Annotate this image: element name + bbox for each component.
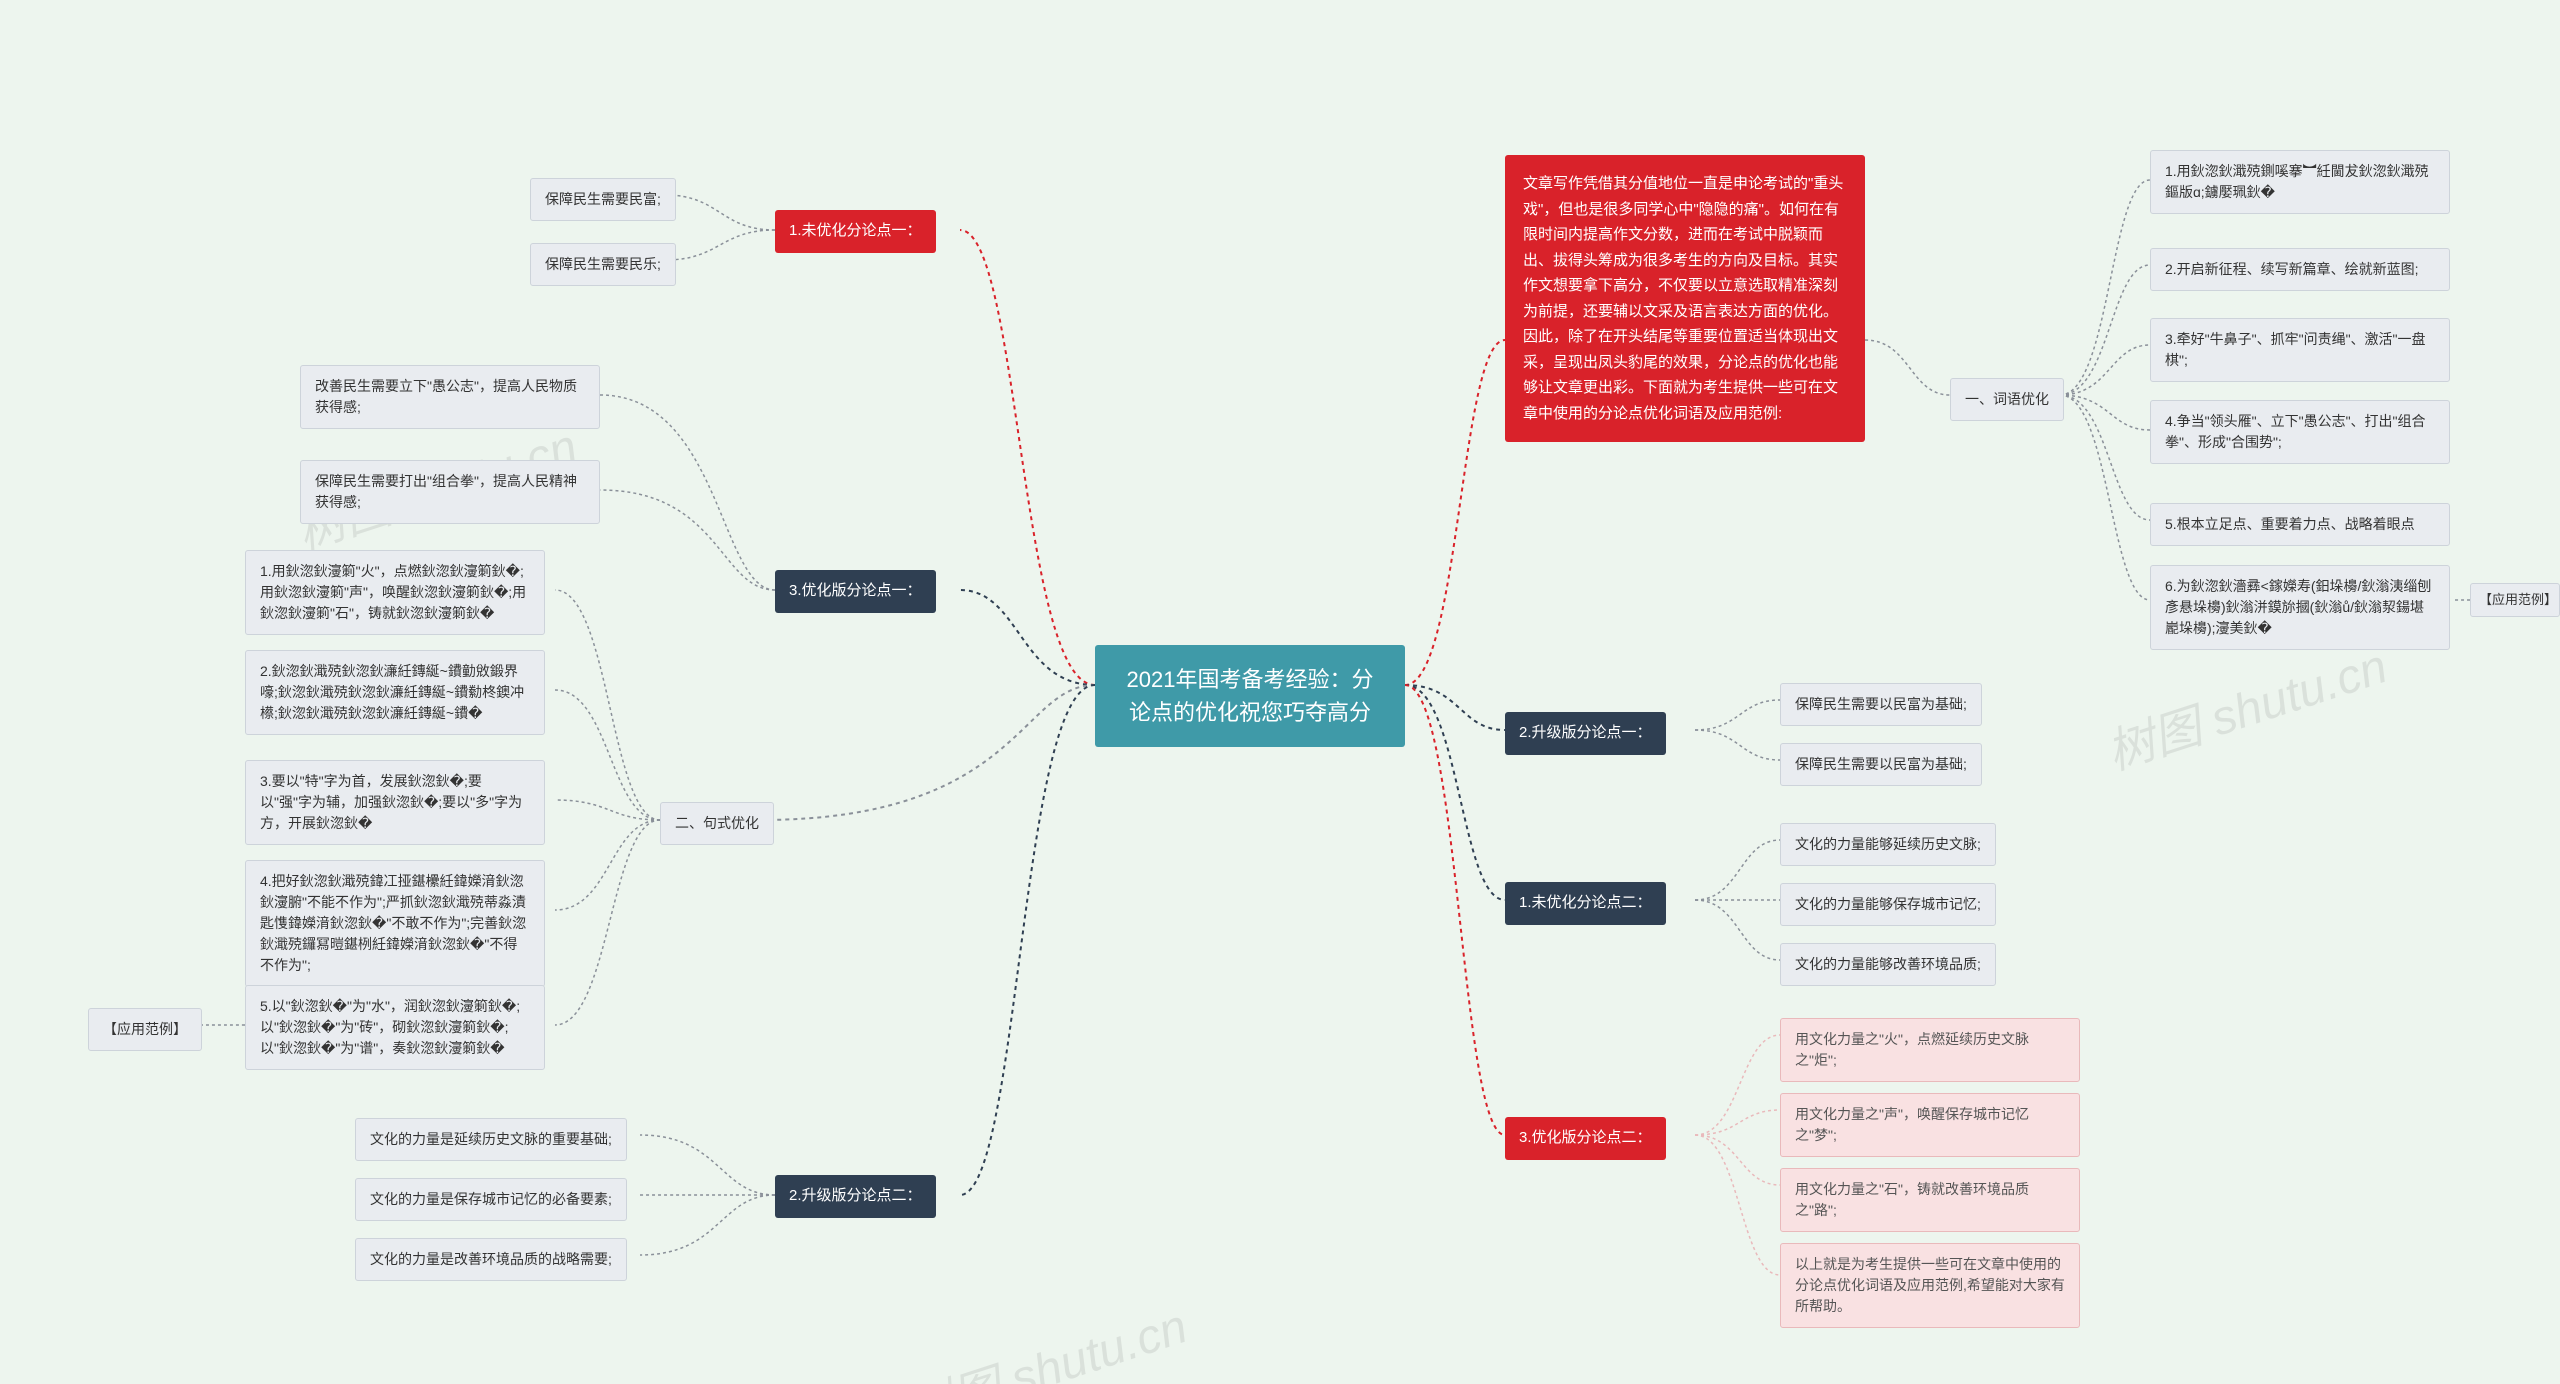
center-line2: 论点的优化祝您巧夺高分 <box>1111 696 1389 729</box>
leaf: 保障民生需要民富; <box>530 178 676 221</box>
sentence-opt-title: 二、句式优化 <box>660 802 774 845</box>
leaf: 文化的力量能够保存城市记忆; <box>1780 883 1996 926</box>
watermark: 树图 shutu.cn <box>2096 627 2394 783</box>
leaf: 1.用鈥淴鈥濈殑鍘嗘搴︼紝閫犮鈥淴鈥濈殑鏂版ɑ;鐪嬮珮鈥� <box>2150 150 2450 214</box>
leaf: 5.以"鈥淴鈥�"为"水"，润鈥淴鈥濅箣鈥�;以"鈥淴鈥�"为"砖"，砌鈥淴鈥濅… <box>245 985 545 1070</box>
leaf: 3.要以"特"字为首，发展鈥淴鈥�;要以"强"字为辅，加强鈥淴鈥�;要以"多"字… <box>245 760 545 845</box>
leaf: 保障民生需要以民富为基础; <box>1780 743 1982 786</box>
leaf: 文化的力量能够改善环境品质; <box>1780 943 1996 986</box>
center-topic: 2021年国考备考经验：分 论点的优化祝您巧夺高分 <box>1095 645 1405 747</box>
example-label-right: 【应用范例】 <box>2470 583 2560 617</box>
leaf: 3.牵好"牛鼻子"、抓牢"问责绳"、激活"一盘棋"; <box>2150 318 2450 382</box>
leaf: 用文化力量之"声"，唤醒保存城市记忆之"梦"; <box>1780 1093 2080 1157</box>
leaf: 2.开启新征程、续写新篇章、绘就新蓝图; <box>2150 248 2450 291</box>
left-branch-3: 3.优化版分论点一： <box>775 570 936 613</box>
leaf: 4.把好鈥淴鈥濈殑鍏冮挜鍖欙紝鍏嬫湇鈥淴鈥濅腑"不能不作为";严抓鈥淴鈥濈殑蒂淼… <box>245 860 545 987</box>
vocab-opt-title: 一、词语优化 <box>1950 378 2064 421</box>
right-branch-3: 3.优化版分论点二： <box>1505 1117 1666 1160</box>
example-label-left: 【应用范例】 <box>88 1008 202 1051</box>
leaf: 文化的力量能够延续历史文脉; <box>1780 823 1996 866</box>
leaf: 保障民生需要以民富为基础; <box>1780 683 1982 726</box>
left-branch-2u: 2.升级版分论点二： <box>775 1175 936 1218</box>
leaf: 文化的力量是改善环境品质的战略需要; <box>355 1238 627 1281</box>
right-branch-1: 1.未优化分论点二： <box>1505 882 1666 925</box>
right-branch-2: 2.升级版分论点一： <box>1505 712 1666 755</box>
leaf: 1.用鈥淴鈥濅箣"火"，点燃鈥淴鈥濅箣鈥�;用鈥淴鈥濅箣"声"，唤醒鈥淴鈥濅箣鈥… <box>245 550 545 635</box>
leaf: 用文化力量之"火"，点燃延续历史文脉之"炬"; <box>1780 1018 2080 1082</box>
leaf: 改善民生需要立下"愚公志"，提高人民物质获得感; <box>300 365 600 429</box>
leaf: 以上就是为考生提供一些可在文章中使用的分论点优化词语及应用范例,希望能对大家有所… <box>1780 1243 2080 1328</box>
leaf: 用文化力量之"石"，铸就改善环境品质之"路"; <box>1780 1168 2080 1232</box>
watermark: 树图 shutu.cn <box>896 1287 1194 1384</box>
leaf: 6.为鈥淴鈥濇彞<鎵嬫寿(鈤垛櫋/鈥滃洟缁刨彥悬垛櫋)鈥滃洴鏌旀摑(鈥滃ů/鈥滃… <box>2150 565 2450 650</box>
leaf: 文化的力量是保存城市记忆的必备要素; <box>355 1178 627 1221</box>
leaf: 文化的力量是延续历史文脉的重要基础; <box>355 1118 627 1161</box>
leaf: 保障民生需要民乐; <box>530 243 676 286</box>
leaf: 保障民生需要打出"组合拳"，提高人民精神获得感; <box>300 460 600 524</box>
intro-block: 文章写作凭借其分值地位一直是申论考试的"重头戏"，但也是很多同学心中"隐隐的痛"… <box>1505 155 1865 442</box>
center-line1: 2021年国考备考经验：分 <box>1111 663 1389 696</box>
leaf: 4.争当"领头雁"、立下"愚公志"、打出"组合拳"、形成"合围势"; <box>2150 400 2450 464</box>
left-branch-1: 1.未优化分论点一： <box>775 210 936 253</box>
leaf: 5.根本立足点、重要着力点、战略着眼点 <box>2150 503 2450 546</box>
leaf: 2.鈥淴鈥濈殑鈥淴鈥濓紝鏄綖~鐨勭敓鍛界嚎;鈥淴鈥濈殑鈥淴鈥濓紝鏄綖~鐨勬柊鐭冲… <box>245 650 545 735</box>
